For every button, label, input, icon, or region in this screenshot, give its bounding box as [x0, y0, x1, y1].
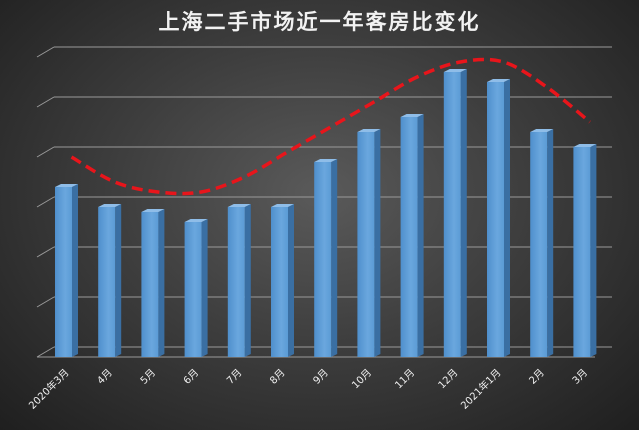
bar: [184, 222, 202, 357]
x-tick-label: 11月: [393, 367, 418, 392]
bar-side: [244, 204, 251, 357]
x-tick-label: 6月: [181, 367, 201, 387]
bar: [573, 147, 591, 357]
bar: [530, 132, 548, 357]
x-tick-label: 7月: [224, 367, 244, 387]
bar-side: [158, 209, 165, 357]
bar-side: [590, 144, 597, 357]
gridline-diagonal: [36, 96, 55, 108]
bar-top: [184, 219, 208, 222]
bar-top: [443, 69, 467, 72]
bar-side: [374, 129, 381, 357]
x-tick-label: 9月: [311, 367, 331, 387]
bar: [400, 117, 418, 357]
bar-side: [417, 114, 424, 357]
bar-top: [141, 209, 165, 212]
bar-layer: [55, 69, 597, 357]
bar: [357, 132, 375, 357]
x-tick-label: 8月: [268, 367, 288, 387]
x-tick-label: 2020年3月: [26, 366, 72, 412]
bar-side: [72, 184, 78, 357]
bar-side: [201, 219, 208, 357]
x-tick-label: 5月: [138, 367, 158, 387]
gridline-diagonal: [36, 346, 55, 358]
bar-top: [400, 114, 424, 117]
bar: [227, 207, 245, 357]
bar-side: [331, 159, 338, 357]
x-tick-label: 3月: [570, 367, 590, 387]
bar-top: [55, 184, 78, 187]
bar-side: [288, 204, 294, 357]
bar-top: [573, 144, 597, 147]
trend-line: [70, 57, 592, 196]
bar-top: [357, 129, 381, 132]
bar-top: [530, 129, 554, 132]
x-tick-label: 4月: [95, 367, 115, 387]
bar: [98, 207, 116, 357]
gridline-diagonal: [36, 146, 55, 158]
gridline-diagonal: [36, 296, 55, 308]
bar: [141, 212, 159, 357]
bar-side: [547, 129, 554, 357]
x-tick-label: 2021年1月: [458, 366, 504, 412]
bar-side: [460, 69, 467, 357]
trend-layer: [70, 57, 592, 196]
x-tick-label: 12月: [436, 367, 461, 392]
bar-side: [115, 204, 122, 357]
bar: [314, 162, 332, 357]
x-tick-label: 2月: [527, 367, 547, 387]
bar-top: [271, 204, 294, 207]
bar: [487, 82, 504, 357]
bar-top: [98, 204, 122, 207]
x-tick-label: 10月: [349, 367, 374, 392]
bar: [55, 187, 72, 357]
bar-top: [227, 204, 251, 207]
gridline-diagonal: [36, 196, 55, 208]
gridline-diagonal: [36, 246, 55, 258]
bar: [271, 207, 288, 357]
bar-side: [504, 79, 510, 357]
gridline-diagonal: [36, 46, 55, 58]
bar-top: [487, 79, 510, 82]
chart-title: 上海二手市场近一年客房比变化: [158, 9, 481, 34]
bar-top: [314, 159, 338, 162]
bar: [443, 72, 461, 357]
